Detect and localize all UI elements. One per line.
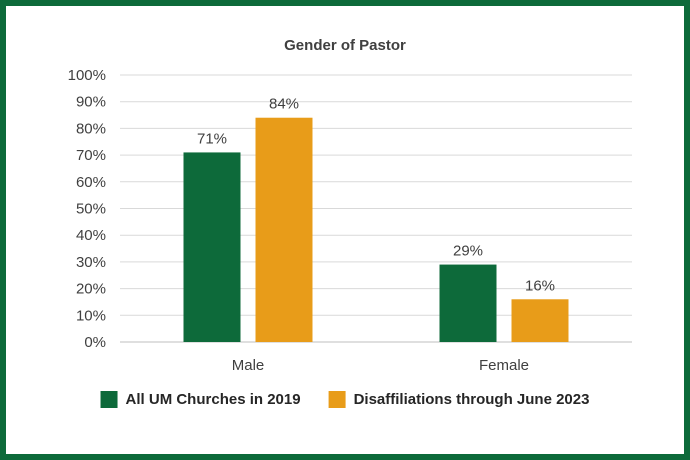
bar [439,264,497,342]
y-tick-label: 30% [76,254,106,271]
legend-label: Disaffiliations through June 2023 [354,391,590,408]
y-tick-label: 80% [76,120,106,137]
y-tick-label: 90% [76,94,106,111]
legend-item: Disaffiliations through June 2023 [328,391,590,408]
bars [183,117,569,342]
y-tick-label: 20% [76,281,106,298]
category-labels: Male Female [232,357,529,374]
y-tick-label: 100% [68,67,106,84]
y-tick-label: 70% [76,147,106,164]
legend-swatch [328,391,346,408]
bar [183,152,241,342]
data-labels: 71% 84% 29% 16% [197,96,555,295]
chart-title: Gender of Pastor [284,37,406,54]
legend-label: All UM Churches in 2019 [126,391,301,408]
legend-item: All UM Churches in 2019 [100,391,301,408]
data-label: 29% [453,243,483,260]
y-tick-label: 50% [76,201,106,218]
category-label: Male [232,357,265,374]
y-axis-ticks: 0% 10% 20% 30% 40% 50% 60% 70% 80% 90% 100% [68,67,106,351]
legend-swatch [100,391,118,408]
y-tick-label: 40% [76,227,106,244]
category-label: Female [479,357,529,374]
bar [511,299,569,342]
y-tick-label: 10% [76,307,106,324]
data-label: 84% [269,96,299,113]
y-tick-label: 60% [76,174,106,191]
data-label: 16% [525,277,555,294]
data-label: 71% [197,130,227,147]
y-tick-label: 0% [84,334,106,351]
legend: All UM Churches in 2019 Disaffiliations t… [100,391,590,408]
bar [255,117,313,342]
